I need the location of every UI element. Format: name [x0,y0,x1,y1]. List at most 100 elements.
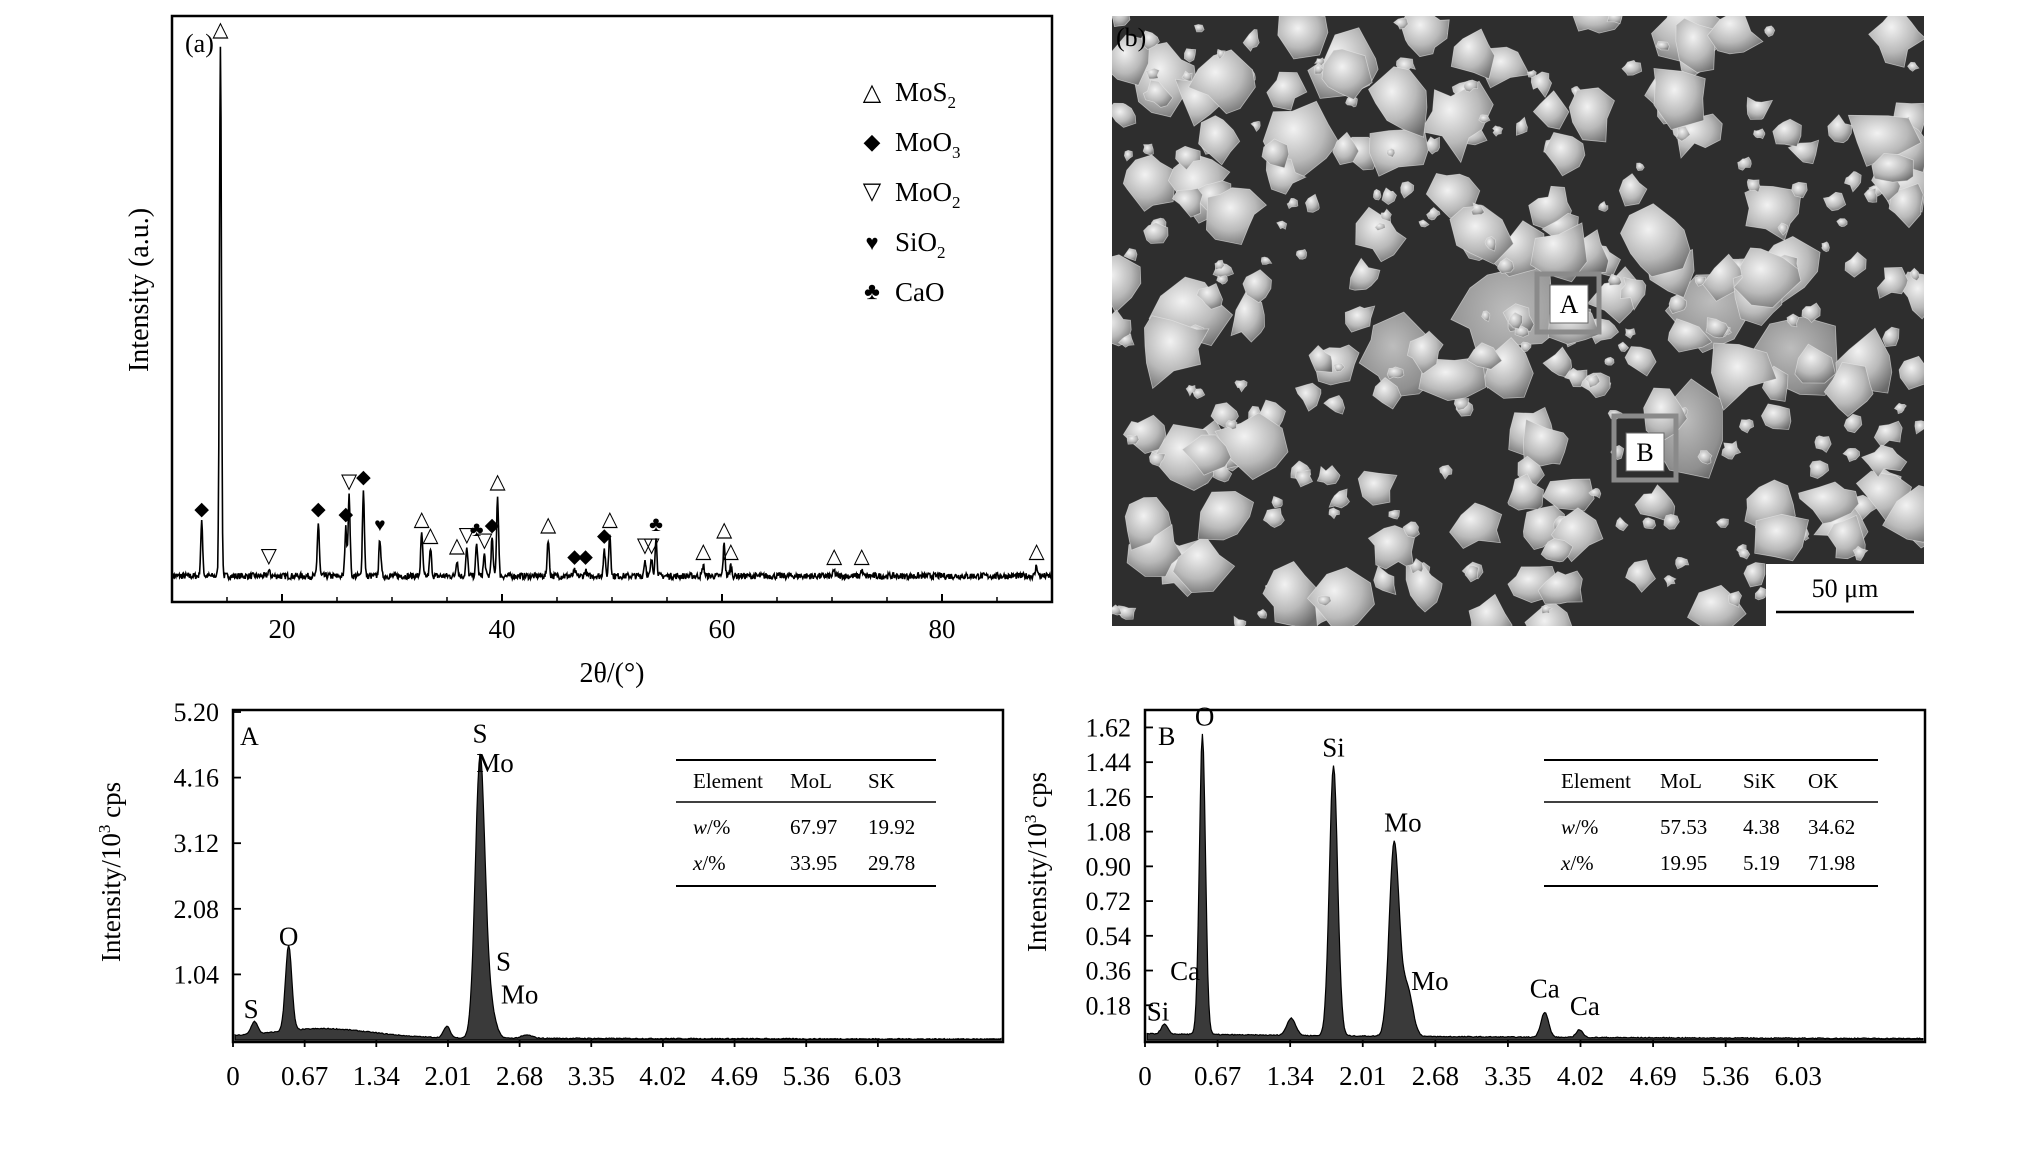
sem-particle [1624,346,1657,377]
xrd-peak-marker: △ [1029,538,1046,562]
sem-particle [1333,362,1346,373]
eds-b-x-tick-label: 1.34 [1267,1061,1315,1091]
sem-particle [1216,275,1228,285]
sem-particle [1882,484,1924,543]
legend-mos2-label: MoS2 [895,77,956,112]
xrd-peak-marker: ▽ [459,522,476,546]
legend-sio2-symbol: ♥ [865,230,878,255]
sem-particle [1852,545,1869,561]
eds-a-peak-label: S [473,718,488,748]
sem-particle [1598,200,1609,212]
sem-particle [1707,16,1764,55]
eds-b-y-tick-label: 0.36 [1086,957,1132,986]
eds-b-x-tick-label: 0 [1138,1061,1152,1091]
xrd-x-tick-label: 80 [929,614,956,644]
sem-particle [1822,191,1847,212]
eds-a-peak-label: O [279,921,299,951]
sem-particle [1122,154,1178,212]
xrd-peak-marker: ◆ [597,525,612,546]
sem-particle [1117,333,1135,348]
sem-particle [1798,481,1860,525]
eds-b-axis-ticks: 0 0.67 1.34 2.01 2.68 3.35 4.02 4.69 5.36 6.03 0.1… [1086,713,1822,1091]
xrd-peak-marker: △ [422,522,439,546]
sem-particle [1530,222,1588,283]
eds-a-peak-label: S [244,994,259,1024]
legend-mos2-symbol: △ [863,80,882,106]
sem-particle [1738,418,1755,434]
sem-particle [1823,361,1874,418]
sem-particle [1450,28,1495,80]
eds-a-spectrum [234,753,1002,1041]
sem-particle [1172,534,1236,594]
sem-particle [1234,379,1248,393]
sem-particle [1112,16,1131,27]
sem-particle [1821,241,1830,253]
sem-particle [1373,188,1382,201]
xrd-peak-marker: △ [826,544,843,568]
sem-particle [1675,17,1720,73]
sem-particle [1304,193,1320,213]
sem-particle [1606,16,1623,25]
sem-particle [1676,125,1691,142]
eds-b-table-header-sik: SiK [1743,769,1776,793]
eds-a-table-row-w-label: w/% [693,815,730,839]
sem-particle [1827,114,1853,144]
sem-particle [1760,403,1792,430]
sem-particle [1316,465,1341,486]
sem-particle [1882,326,1900,348]
sem-particle [1313,63,1325,75]
xrd-x-ticks: 20 40 60 80 [171,594,1053,644]
eds-b-peak-label: Si [1322,732,1345,762]
legend-sio2-label: SiO2 [895,227,946,262]
xrd-peak-marker: ♣ [649,512,663,536]
eds-b-table-x-ok: 71.98 [1808,851,1855,875]
sem-particle [1754,586,1768,601]
eds-b-plot-frame [1143,708,1927,1044]
sem-particles [1112,16,1924,626]
sem-particle [1863,187,1878,203]
sem-particle [1261,138,1290,169]
eds-b-peak-label: Si [1147,997,1170,1027]
legend-moo3-label: MoO3 [895,127,961,162]
sem-particle [1615,516,1629,532]
sem-particle [1844,251,1867,278]
sem-particle [1907,61,1920,72]
xrd-peak-marker: ◆ [567,547,582,568]
sem-particle [1344,305,1376,333]
eds-a-x-tick-label: 6.03 [854,1061,901,1091]
eds-a-x-tick-label: 1.34 [353,1061,401,1091]
sem-particle [1214,259,1225,271]
eds-b-table-x-sik: 5.19 [1743,851,1780,875]
eds-b-x-tick-label: 5.36 [1702,1061,1749,1091]
sem-particle [1522,418,1569,467]
sem-particle [1794,343,1836,384]
sem-particle [1746,96,1774,120]
sem-particle [1909,267,1920,282]
xrd-pattern-line [171,46,1053,583]
xrd-peak-marker: ◆ [311,499,326,520]
sem-particle [1426,206,1441,221]
sem-panel: (b) A B 50 μm [1112,16,1924,626]
eds-b-table-w-ok: 34.62 [1808,815,1855,839]
eds-b-peak-label: O [1195,702,1215,732]
sem-particle [1746,178,1761,193]
legend-moo3-symbol: ◆ [864,129,881,154]
xrd-peak-marker: ◆ [485,515,500,536]
eds-b-y-tick-label: 0.54 [1086,922,1132,951]
xrd-peak-marker: △ [414,506,431,530]
sem-particle [1233,615,1247,626]
sem-particle [1260,256,1273,265]
sem-particle [1313,57,1325,67]
xrd-peak-marker: △ [212,17,229,41]
sem-particle [1753,128,1766,140]
sem-particle [1257,608,1268,619]
sem-particle [1306,566,1375,626]
eds-b-x-tick-label: 2.68 [1412,1061,1459,1091]
eds-b-panel-tag: B [1158,722,1175,751]
sem-particle [1484,236,1497,252]
xrd-x-tick-label: 20 [269,614,296,644]
sem-particle [1540,538,1574,563]
eds-a-plot-frame [231,708,1005,1044]
xrd-peak-marker: △ [490,469,507,493]
sem-particle [1148,451,1166,467]
